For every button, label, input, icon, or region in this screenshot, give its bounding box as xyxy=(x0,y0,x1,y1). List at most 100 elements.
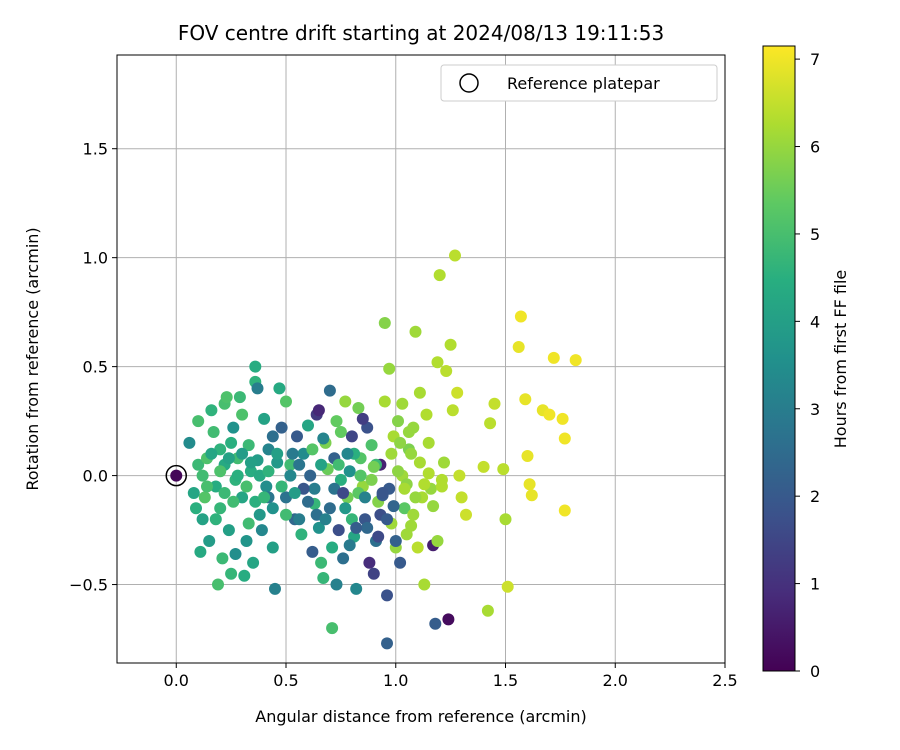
colorbar xyxy=(762,45,796,672)
data-point xyxy=(431,356,444,369)
data-point xyxy=(449,249,461,262)
data-point xyxy=(418,478,431,491)
colorbar-label: Hours from first FF file xyxy=(831,270,850,449)
data-point xyxy=(435,473,448,486)
data-point xyxy=(196,469,209,482)
data-point xyxy=(381,589,393,602)
data-point xyxy=(400,528,413,541)
data-point xyxy=(431,535,444,547)
y-tick-label: 1.0 xyxy=(83,249,108,268)
data-point xyxy=(308,482,321,495)
data-point xyxy=(359,491,371,504)
data-point xyxy=(280,395,292,408)
data-point xyxy=(455,491,468,504)
data-point xyxy=(319,513,332,526)
data-point xyxy=(367,460,380,473)
data-point xyxy=(547,351,560,364)
data-point xyxy=(392,415,404,428)
data-point xyxy=(558,504,571,517)
data-point xyxy=(394,556,407,569)
data-point xyxy=(227,495,240,508)
reference-marker xyxy=(165,464,188,487)
data-point xyxy=(266,502,279,515)
data-point xyxy=(233,391,246,404)
data-point xyxy=(312,521,325,534)
x-tick-label: 2.5 xyxy=(712,671,737,690)
colorbar-tick-label: 3 xyxy=(810,400,820,419)
data-point xyxy=(323,502,336,515)
data-point xyxy=(372,530,385,543)
data-point xyxy=(203,535,216,547)
data-point xyxy=(302,495,314,508)
data-point xyxy=(460,508,472,521)
data-point xyxy=(247,556,260,569)
data-point xyxy=(405,447,418,460)
data-point xyxy=(339,395,352,408)
data-point xyxy=(392,465,404,478)
x-tick-label: 2.0 xyxy=(603,671,628,690)
data-point xyxy=(343,465,356,478)
data-point xyxy=(402,426,415,438)
x-tick-label: 1.5 xyxy=(493,671,518,690)
data-point xyxy=(378,395,391,408)
data-point xyxy=(442,613,455,626)
data-point xyxy=(284,469,297,482)
data-point xyxy=(334,473,347,486)
data-point xyxy=(422,467,435,480)
data-point xyxy=(266,541,279,554)
data-point xyxy=(365,439,378,452)
data-point xyxy=(201,480,213,493)
data-point xyxy=(315,458,328,471)
data-point xyxy=(341,447,354,460)
data-point xyxy=(418,578,431,591)
data-point xyxy=(218,487,231,499)
data-point xyxy=(477,460,490,473)
y-axis-label: Rotation from reference (arcmin) xyxy=(23,227,42,490)
data-point xyxy=(407,508,420,521)
colorbar-tick-label: 6 xyxy=(810,138,820,157)
data-point xyxy=(525,489,538,502)
data-point xyxy=(192,415,205,428)
data-point xyxy=(216,552,229,565)
data-point xyxy=(385,447,398,460)
data-point xyxy=(198,491,211,504)
data-point xyxy=(488,397,501,410)
data-point xyxy=(291,430,303,443)
x-tick-label: 1.0 xyxy=(383,671,408,690)
reference-point xyxy=(170,469,183,482)
data-point xyxy=(288,487,301,499)
data-point xyxy=(484,417,497,430)
data-point xyxy=(222,452,235,465)
data-point xyxy=(330,578,343,591)
data-point xyxy=(409,491,422,504)
data-point xyxy=(332,458,345,471)
data-point xyxy=(242,439,255,452)
data-point xyxy=(519,393,532,406)
data-point xyxy=(422,436,435,449)
data-point xyxy=(304,469,317,482)
data-point xyxy=(229,548,242,560)
data-point xyxy=(231,469,244,482)
data-point xyxy=(438,456,450,469)
data-point xyxy=(194,545,207,558)
data-point xyxy=(381,637,393,650)
colorbar-tick-label: 0 xyxy=(810,662,820,681)
data-point xyxy=(253,508,266,521)
data-point xyxy=(337,552,350,565)
x-tick-label: 0.0 xyxy=(164,671,189,690)
data-point xyxy=(317,432,330,445)
legend-label-reference: Reference platepar xyxy=(507,74,660,93)
data-point xyxy=(367,567,380,580)
data-point xyxy=(244,456,257,469)
data-point xyxy=(205,404,218,417)
data-point xyxy=(187,487,200,499)
data-point xyxy=(255,524,268,537)
data-point xyxy=(275,480,288,493)
y-axis-ticks: −0.5 0.0 0.5 1.0 1.5 xyxy=(69,140,117,595)
data-point xyxy=(398,482,411,495)
data-point xyxy=(381,513,393,526)
data-point xyxy=(356,412,369,425)
data-point xyxy=(326,541,339,554)
data-point xyxy=(302,419,314,432)
